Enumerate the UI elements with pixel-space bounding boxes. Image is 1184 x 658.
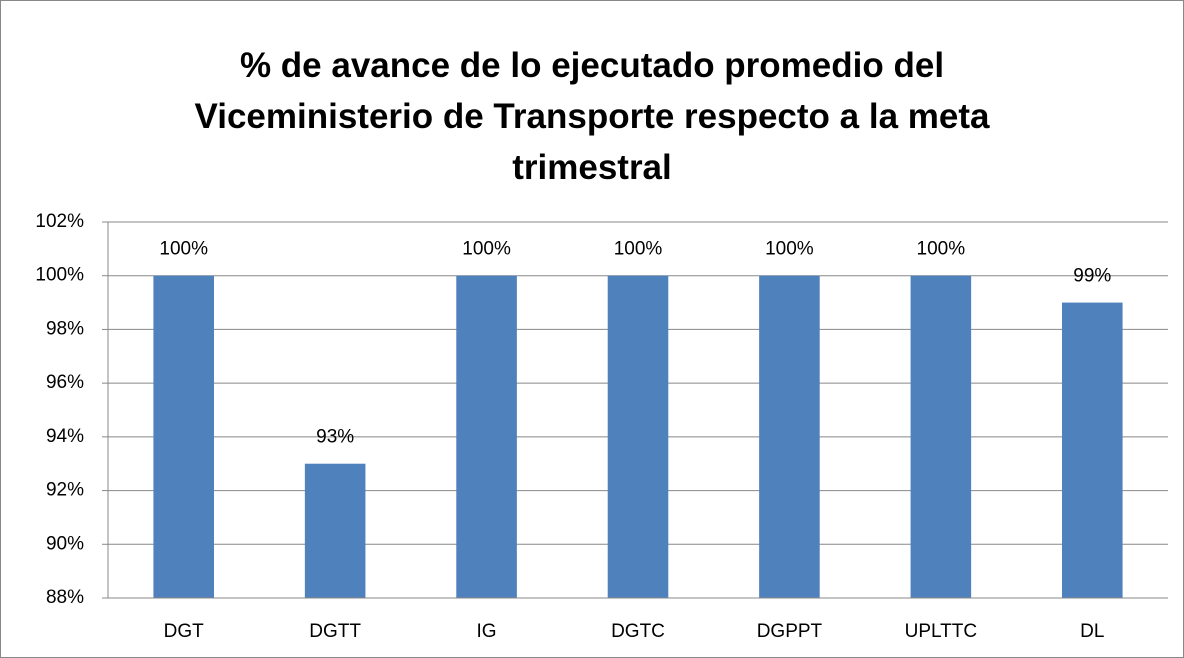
value-label: 100% [765,239,814,260]
bar [304,463,366,598]
x-tick-label: DGT [164,621,205,642]
x-tick-label: DGTT [309,621,361,642]
bar [607,275,669,598]
value-label: 100% [462,239,511,260]
value-label: 99% [1073,266,1111,287]
bar [1062,302,1123,598]
value-label: 93% [316,427,354,448]
bar [456,275,517,598]
y-tick-label: 92% [46,480,84,501]
y-tick-label: 96% [46,372,84,393]
y-tick-label: 94% [46,426,84,447]
y-tick-label: 88% [46,587,84,608]
bar [759,275,820,598]
x-tick-label: DGTC [611,621,665,642]
x-tick-label: IG [477,621,497,642]
y-tick-label: 102% [35,211,84,232]
bar [153,275,214,598]
x-tick-label: DL [1080,621,1104,642]
x-tick-label: DGPPT [757,621,823,642]
value-label: 100% [614,239,663,260]
chart-title: % de avance de lo ejecutado promedio del… [194,46,990,187]
y-tick-label: 90% [46,533,84,554]
value-label: 100% [159,239,208,260]
bar [910,275,972,598]
x-tick-label: UPLTTC [905,621,977,642]
y-tick-label: 98% [46,318,84,339]
y-tick-label: 100% [35,265,84,286]
value-label: 100% [917,239,966,260]
